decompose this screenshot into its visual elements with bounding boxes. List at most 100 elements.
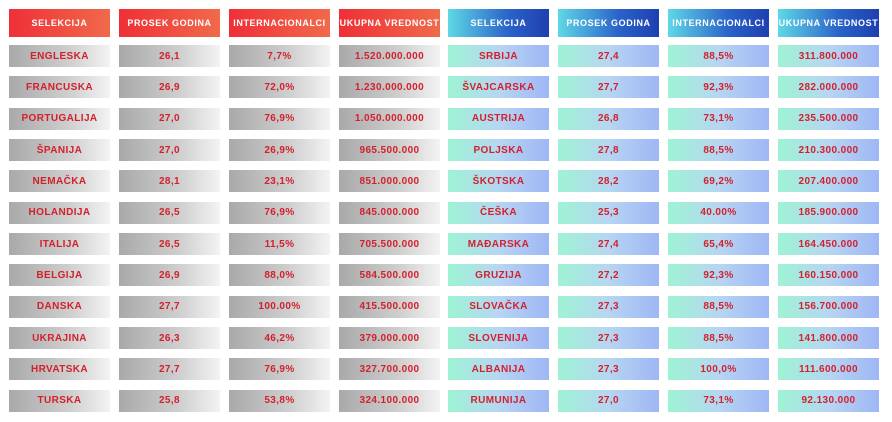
right-table: SELEKCIJA PROSEK GODINA INTERNACIONALCI …	[448, 0, 879, 421]
right-cell-prosek-godina: 27,4	[558, 45, 659, 67]
left-header-prosek-godina: PROSEK GODINA	[119, 9, 220, 37]
table-row: ENGLESKA 26,1 7,7% 1.520.000.000	[9, 45, 440, 67]
left-cell-selekcija: ITALIJA	[9, 233, 110, 256]
right-cell-internacionalci: 69,2%	[668, 170, 769, 193]
table-row: SLOVAČKA 27,3 88,5% 156.700.000	[448, 295, 879, 318]
table-row: MAĐARSKA 27,4 65,4% 164.450.000	[448, 233, 879, 256]
table-row: RUMUNIJA 27,0 73,1% 92.130.000	[448, 389, 879, 412]
left-cell-prosek-godina: 26,1	[119, 45, 220, 67]
left-cell-internacionalci: 88,0%	[229, 264, 330, 287]
right-cell-internacionalci: 100,0%	[668, 358, 769, 381]
table-row: ALBANIJA 27,3 100,0% 111.600.000	[448, 358, 879, 381]
right-cell-internacionalci: 92,3%	[668, 76, 769, 99]
table-row: ŠKOTSKA 28,2 69,2% 207.400.000	[448, 170, 879, 193]
table-row: PORTUGALIJA 27,0 76,9% 1.050.000.000	[9, 107, 440, 130]
right-header-internacionalci: INTERNACIONALCI	[668, 9, 769, 37]
right-cell-ukupna-vrednost: 111.600.000	[778, 358, 879, 381]
left-cell-ukupna-vrednost: 965.500.000	[339, 139, 440, 162]
right-cell-prosek-godina: 27,0	[558, 389, 659, 412]
left-cell-ukupna-vrednost: 379.000.000	[339, 327, 440, 350]
right-cell-ukupna-vrednost: 141.800.000	[778, 327, 879, 350]
right-cell-selekcija: MAĐARSKA	[448, 233, 549, 256]
left-cell-prosek-godina: 27,0	[119, 107, 220, 130]
right-cell-internacionalci: 65,4%	[668, 233, 769, 256]
left-cell-selekcija: ŠPANIJA	[9, 139, 110, 162]
table-row: TURSKA 25,8 53,8% 324.100.000	[9, 389, 440, 412]
left-cell-ukupna-vrednost: 1.230.000.000	[339, 76, 440, 99]
right-cell-prosek-godina: 27,3	[558, 295, 659, 318]
right-cell-selekcija: SRBIJA	[448, 45, 549, 67]
table-row: GRUZIJA 27,2 92,3% 160.150.000	[448, 264, 879, 287]
left-cell-internacionalci: 53,8%	[229, 389, 330, 412]
right-cell-internacionalci: 88,5%	[668, 45, 769, 67]
right-cell-internacionalci: 73,1%	[668, 107, 769, 130]
left-cell-selekcija: PORTUGALIJA	[9, 107, 110, 130]
right-cell-prosek-godina: 27,3	[558, 327, 659, 350]
table-row: UKRAJINA 26,3 46,2% 379.000.000	[9, 327, 440, 350]
right-cell-selekcija: ŠKOTSKA	[448, 170, 549, 193]
left-cell-internacionalci: 76,9%	[229, 201, 330, 224]
left-cell-ukupna-vrednost: 415.500.000	[339, 295, 440, 318]
right-cell-selekcija: ŠVAJCARSKA	[448, 76, 549, 99]
right-cell-ukupna-vrednost: 207.400.000	[778, 170, 879, 193]
table-row: NEMAČKA 28,1 23,1% 851.000.000	[9, 170, 440, 193]
left-cell-prosek-godina: 28,1	[119, 170, 220, 193]
right-header-row: SELEKCIJA PROSEK GODINA INTERNACIONALCI …	[448, 0, 879, 45]
right-cell-prosek-godina: 27,2	[558, 264, 659, 287]
left-cell-selekcija: NEMAČKA	[9, 170, 110, 193]
right-cell-ukupna-vrednost: 311.800.000	[778, 45, 879, 67]
table-row: ŠPANIJA 27,0 26,9% 965.500.000	[9, 139, 440, 162]
right-table-body: SRBIJA 27,4 88,5% 311.800.000 ŠVAJCARSKA 27,7…	[448, 45, 879, 421]
left-cell-selekcija: ENGLESKA	[9, 45, 110, 67]
right-cell-ukupna-vrednost: 92.130.000	[778, 389, 879, 412]
left-cell-internacionalci: 26,9%	[229, 139, 330, 162]
left-cell-internacionalci: 46,2%	[229, 327, 330, 350]
left-cell-internacionalci: 100.00%	[229, 295, 330, 318]
right-cell-prosek-godina: 26,8	[558, 107, 659, 130]
left-cell-selekcija: HOLANDIJA	[9, 201, 110, 224]
left-cell-selekcija: TURSKA	[9, 389, 110, 412]
right-cell-selekcija: SLOVAČKA	[448, 295, 549, 318]
right-cell-ukupna-vrednost: 156.700.000	[778, 295, 879, 318]
left-cell-selekcija: HRVATSKA	[9, 358, 110, 381]
right-cell-ukupna-vrednost: 282.000.000	[778, 76, 879, 99]
left-cell-prosek-godina: 26,5	[119, 201, 220, 224]
table-row: HOLANDIJA 26,5 76,9% 845.000.000	[9, 201, 440, 224]
left-header-row: SELEKCIJA PROSEK GODINA INTERNACIONALCI …	[9, 0, 440, 45]
left-cell-internacionalci: 23,1%	[229, 170, 330, 193]
left-cell-ukupna-vrednost: 327.700.000	[339, 358, 440, 381]
right-cell-ukupna-vrednost: 164.450.000	[778, 233, 879, 256]
left-cell-prosek-godina: 26,9	[119, 76, 220, 99]
left-cell-internacionalci: 72,0%	[229, 76, 330, 99]
right-cell-ukupna-vrednost: 235.500.000	[778, 107, 879, 130]
right-cell-prosek-godina: 27,8	[558, 139, 659, 162]
left-cell-prosek-godina: 26,5	[119, 233, 220, 256]
table-row: FRANCUSKA 26,9 72,0% 1.230.000.000	[9, 76, 440, 99]
right-cell-prosek-godina: 25,3	[558, 201, 659, 224]
left-cell-ukupna-vrednost: 324.100.000	[339, 389, 440, 412]
right-cell-internacionalci: 73,1%	[668, 389, 769, 412]
left-cell-selekcija: UKRAJINA	[9, 327, 110, 350]
right-cell-prosek-godina: 27,7	[558, 76, 659, 99]
left-header-internacionalci: INTERNACIONALCI	[229, 9, 330, 37]
right-cell-prosek-godina: 28,2	[558, 170, 659, 193]
left-cell-ukupna-vrednost: 705.500.000	[339, 233, 440, 256]
table-row: BELGIJA 26,9 88,0% 584.500.000	[9, 264, 440, 287]
right-cell-internacionalci: 88,5%	[668, 139, 769, 162]
left-cell-internacionalci: 76,9%	[229, 358, 330, 381]
left-header-ukupna-vrednost: UKUPNA VREDNOST	[339, 9, 440, 37]
right-header-ukupna-vrednost: UKUPNA VREDNOST	[778, 9, 879, 37]
left-table-body: ENGLESKA 26,1 7,7% 1.520.000.000 FRANCUSKA 26…	[9, 45, 440, 421]
left-cell-prosek-godina: 27,7	[119, 358, 220, 381]
left-cell-selekcija: FRANCUSKA	[9, 76, 110, 99]
table-row: SLOVENIJA 27,3 88,5% 141.800.000	[448, 327, 879, 350]
table-row: POLJSKA 27,8 88,5% 210.300.000	[448, 139, 879, 162]
left-cell-internacionalci: 7,7%	[229, 45, 330, 67]
left-header-selekcija: SELEKCIJA	[9, 9, 110, 37]
right-cell-selekcija: ČEŠKA	[448, 201, 549, 224]
right-header-selekcija: SELEKCIJA	[448, 9, 549, 37]
right-cell-selekcija: AUSTRIJA	[448, 107, 549, 130]
right-cell-selekcija: RUMUNIJA	[448, 389, 549, 412]
left-cell-internacionalci: 76,9%	[229, 107, 330, 130]
left-cell-ukupna-vrednost: 1.050.000.000	[339, 107, 440, 130]
